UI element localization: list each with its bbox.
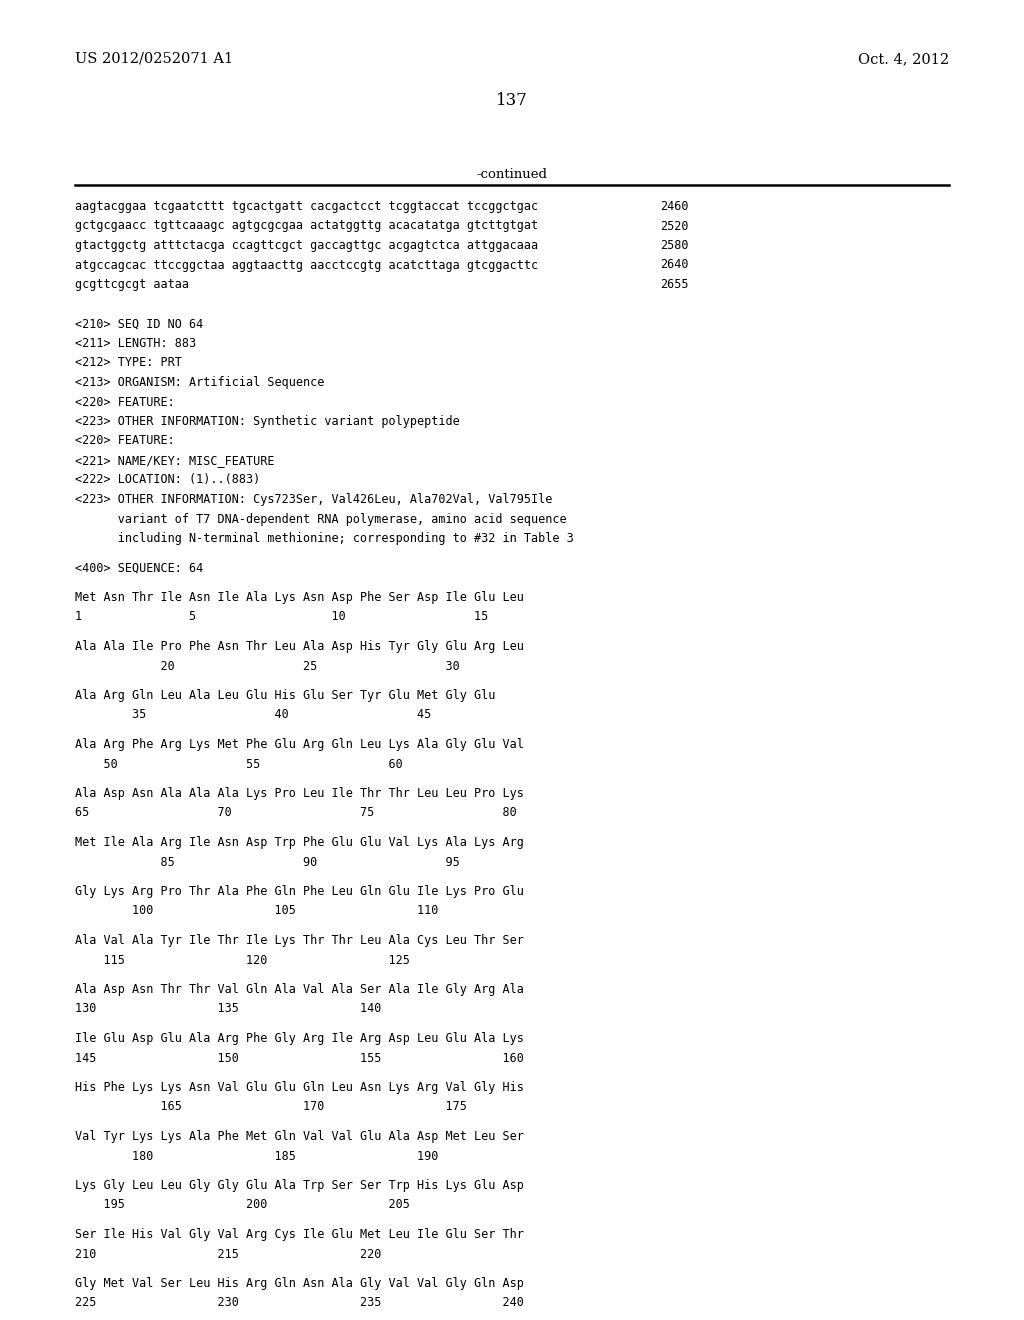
Text: gtactggctg atttctacga ccagttcgct gaccagttgc acgagtctca attggacaaa: gtactggctg atttctacga ccagttcgct gaccagt… bbox=[75, 239, 539, 252]
Text: 85                  90                  95: 85 90 95 bbox=[75, 855, 460, 869]
Text: <400> SEQUENCE: 64: <400> SEQUENCE: 64 bbox=[75, 561, 203, 574]
Text: gctgcgaacc tgttcaaagc agtgcgcgaa actatggttg acacatatga gtcttgtgat: gctgcgaacc tgttcaaagc agtgcgcgaa actatgg… bbox=[75, 219, 539, 232]
Text: Gly Lys Arg Pro Thr Ala Phe Gln Phe Leu Gln Glu Ile Lys Pro Glu: Gly Lys Arg Pro Thr Ala Phe Gln Phe Leu … bbox=[75, 884, 524, 898]
Text: 145                 150                 155                 160: 145 150 155 160 bbox=[75, 1052, 524, 1064]
Text: <210> SEQ ID NO 64: <210> SEQ ID NO 64 bbox=[75, 318, 203, 330]
Text: gcgttcgcgt aataa: gcgttcgcgt aataa bbox=[75, 279, 189, 290]
Text: 225                 230                 235                 240: 225 230 235 240 bbox=[75, 1296, 524, 1309]
Text: Ala Ala Ile Pro Phe Asn Thr Leu Ala Asp His Tyr Gly Glu Arg Leu: Ala Ala Ile Pro Phe Asn Thr Leu Ala Asp … bbox=[75, 640, 524, 653]
Text: 2655: 2655 bbox=[660, 279, 688, 290]
Text: Ile Glu Asp Glu Ala Arg Phe Gly Arg Ile Arg Asp Leu Glu Ala Lys: Ile Glu Asp Glu Ala Arg Phe Gly Arg Ile … bbox=[75, 1032, 524, 1045]
Text: 137: 137 bbox=[496, 92, 528, 110]
Text: Oct. 4, 2012: Oct. 4, 2012 bbox=[858, 51, 949, 66]
Text: Ala Asp Asn Ala Ala Ala Lys Pro Leu Ile Thr Thr Leu Leu Pro Lys: Ala Asp Asn Ala Ala Ala Lys Pro Leu Ile … bbox=[75, 787, 524, 800]
Text: His Phe Lys Lys Asn Val Glu Glu Gln Leu Asn Lys Arg Val Gly His: His Phe Lys Lys Asn Val Glu Glu Gln Leu … bbox=[75, 1081, 524, 1094]
Text: <223> OTHER INFORMATION: Cys723Ser, Val426Leu, Ala702Val, Val795Ile: <223> OTHER INFORMATION: Cys723Ser, Val4… bbox=[75, 492, 552, 506]
Text: Ala Val Ala Tyr Ile Thr Ile Lys Thr Thr Leu Ala Cys Leu Thr Ser: Ala Val Ala Tyr Ile Thr Ile Lys Thr Thr … bbox=[75, 935, 524, 946]
Text: atgccagcac ttccggctaa aggtaacttg aacctccgtg acatcttaga gtcggacttc: atgccagcac ttccggctaa aggtaacttg aacctcc… bbox=[75, 259, 539, 272]
Text: 210                 215                 220: 210 215 220 bbox=[75, 1247, 381, 1261]
Text: US 2012/0252071 A1: US 2012/0252071 A1 bbox=[75, 51, 233, 66]
Text: <211> LENGTH: 883: <211> LENGTH: 883 bbox=[75, 337, 197, 350]
Text: 195                 200                 205: 195 200 205 bbox=[75, 1199, 410, 1212]
Text: Gly Met Val Ser Leu His Arg Gln Asn Ala Gly Val Val Gly Gln Asp: Gly Met Val Ser Leu His Arg Gln Asn Ala … bbox=[75, 1276, 524, 1290]
Text: 1               5                   10                  15: 1 5 10 15 bbox=[75, 610, 488, 623]
Text: 2580: 2580 bbox=[660, 239, 688, 252]
Text: including N-terminal methionine; corresponding to #32 in Table 3: including N-terminal methionine; corresp… bbox=[75, 532, 573, 545]
Text: Ser Ile His Val Gly Val Arg Cys Ile Glu Met Leu Ile Glu Ser Thr: Ser Ile His Val Gly Val Arg Cys Ile Glu … bbox=[75, 1228, 524, 1241]
Text: 115                 120                 125: 115 120 125 bbox=[75, 953, 410, 966]
Text: 180                 185                 190: 180 185 190 bbox=[75, 1150, 438, 1163]
Text: variant of T7 DNA-dependent RNA polymerase, amino acid sequence: variant of T7 DNA-dependent RNA polymera… bbox=[75, 512, 566, 525]
Text: Met Ile Ala Arg Ile Asn Asp Trp Phe Glu Glu Val Lys Ala Lys Arg: Met Ile Ala Arg Ile Asn Asp Trp Phe Glu … bbox=[75, 836, 524, 849]
Text: 100                 105                 110: 100 105 110 bbox=[75, 904, 438, 917]
Text: 2460: 2460 bbox=[660, 201, 688, 213]
Text: Ala Arg Phe Arg Lys Met Phe Glu Arg Gln Leu Lys Ala Gly Glu Val: Ala Arg Phe Arg Lys Met Phe Glu Arg Gln … bbox=[75, 738, 524, 751]
Text: 35                  40                  45: 35 40 45 bbox=[75, 709, 431, 722]
Text: 2520: 2520 bbox=[660, 219, 688, 232]
Text: Ala Arg Gln Leu Ala Leu Glu His Glu Ser Tyr Glu Met Gly Glu: Ala Arg Gln Leu Ala Leu Glu His Glu Ser … bbox=[75, 689, 496, 702]
Text: <220> FEATURE:: <220> FEATURE: bbox=[75, 434, 175, 447]
Text: 165                 170                 175: 165 170 175 bbox=[75, 1101, 467, 1114]
Text: 50                  55                  60: 50 55 60 bbox=[75, 758, 402, 771]
Text: Ala Asp Asn Thr Thr Val Gln Ala Val Ala Ser Ala Ile Gly Arg Ala: Ala Asp Asn Thr Thr Val Gln Ala Val Ala … bbox=[75, 983, 524, 997]
Text: 65                  70                  75                  80: 65 70 75 80 bbox=[75, 807, 517, 820]
Text: <212> TYPE: PRT: <212> TYPE: PRT bbox=[75, 356, 182, 370]
Text: Val Tyr Lys Lys Ala Phe Met Gln Val Val Glu Ala Asp Met Leu Ser: Val Tyr Lys Lys Ala Phe Met Gln Val Val … bbox=[75, 1130, 524, 1143]
Text: 2640: 2640 bbox=[660, 259, 688, 272]
Text: Lys Gly Leu Leu Gly Gly Glu Ala Trp Ser Ser Trp His Lys Glu Asp: Lys Gly Leu Leu Gly Gly Glu Ala Trp Ser … bbox=[75, 1179, 524, 1192]
Text: <222> LOCATION: (1)..(883): <222> LOCATION: (1)..(883) bbox=[75, 474, 260, 487]
Text: 20                  25                  30: 20 25 30 bbox=[75, 660, 460, 672]
Text: <221> NAME/KEY: MISC_FEATURE: <221> NAME/KEY: MISC_FEATURE bbox=[75, 454, 274, 467]
Text: Met Asn Thr Ile Asn Ile Ala Lys Asn Asp Phe Ser Asp Ile Glu Leu: Met Asn Thr Ile Asn Ile Ala Lys Asn Asp … bbox=[75, 591, 524, 605]
Text: 130                 135                 140: 130 135 140 bbox=[75, 1002, 381, 1015]
Text: <223> OTHER INFORMATION: Synthetic variant polypeptide: <223> OTHER INFORMATION: Synthetic varia… bbox=[75, 414, 460, 428]
Text: <213> ORGANISM: Artificial Sequence: <213> ORGANISM: Artificial Sequence bbox=[75, 376, 325, 389]
Text: aagtacggaa tcgaatcttt tgcactgatt cacgactcct tcggtaccat tccggctgac: aagtacggaa tcgaatcttt tgcactgatt cacgact… bbox=[75, 201, 539, 213]
Text: -continued: -continued bbox=[476, 168, 548, 181]
Text: <220> FEATURE:: <220> FEATURE: bbox=[75, 396, 175, 408]
